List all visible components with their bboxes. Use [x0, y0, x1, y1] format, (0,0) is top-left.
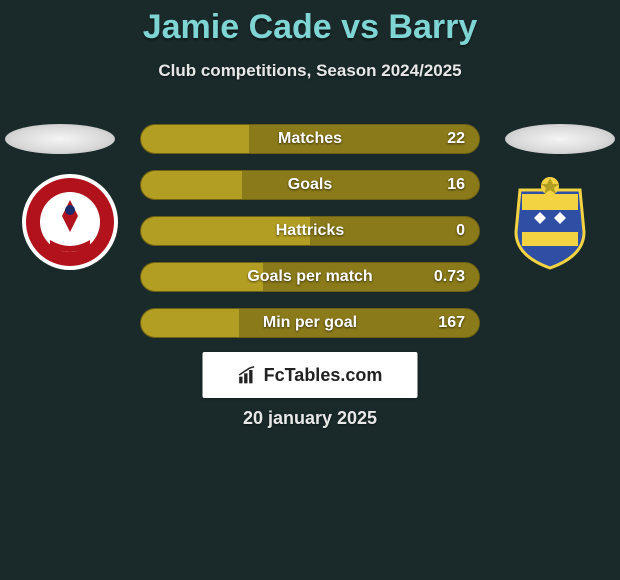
stat-bar: Goals per match0.73: [140, 262, 480, 292]
crawley-town-badge-icon: [20, 172, 120, 272]
date-text: 20 january 2025: [0, 408, 620, 429]
stat-bar: Min per goal167: [140, 308, 480, 338]
subtitle: Club competitions, Season 2024/2025: [0, 61, 620, 81]
stat-value: 0: [456, 222, 465, 240]
fctables-logo[interactable]: FcTables.com: [203, 352, 418, 398]
stockport-county-badge-icon: [500, 172, 600, 272]
stat-bar: Hattricks0: [140, 216, 480, 246]
club-badge-left: [20, 172, 120, 272]
stat-label: Matches: [141, 130, 479, 148]
player-placeholder-left: [5, 124, 115, 154]
stat-label: Min per goal: [141, 314, 479, 332]
club-badge-right: [500, 172, 600, 272]
stat-bars: Matches22 Goals16 Hattricks0 Goals per matc…: [140, 124, 480, 354]
stat-label: Goals per match: [141, 268, 479, 286]
player-placeholder-right: [505, 124, 615, 154]
stat-bar: Matches22: [140, 124, 480, 154]
stat-bar: Goals16: [140, 170, 480, 200]
stat-value: 22: [447, 130, 465, 148]
bar-chart-icon: [238, 365, 258, 385]
stat-value: 0.73: [434, 268, 465, 286]
stat-value: 167: [438, 314, 465, 332]
page-title: Jamie Cade vs Barry: [0, 0, 620, 47]
logo-text: FcTables.com: [264, 365, 383, 386]
stat-label: Goals: [141, 176, 479, 194]
stat-label: Hattricks: [141, 222, 479, 240]
stat-value: 16: [447, 176, 465, 194]
